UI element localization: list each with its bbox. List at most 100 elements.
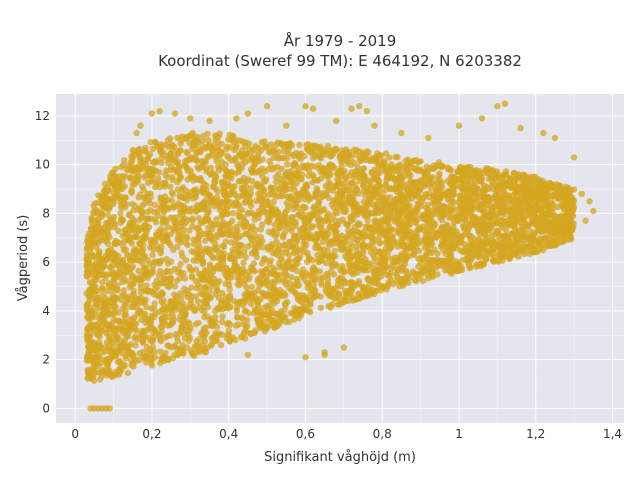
scatter-point bbox=[154, 175, 162, 182]
scatter-point bbox=[457, 195, 464, 202]
scatter-point bbox=[118, 204, 125, 212]
scatter-point bbox=[120, 243, 127, 251]
scatter-point bbox=[231, 263, 239, 270]
scatter-point bbox=[225, 136, 232, 143]
scatter-point bbox=[422, 231, 429, 238]
scatter-point bbox=[340, 269, 347, 276]
scatter-point bbox=[407, 160, 415, 167]
scatter-point bbox=[348, 212, 355, 220]
scatter-point bbox=[164, 260, 172, 267]
scatter-point bbox=[333, 262, 340, 270]
scatter-point bbox=[158, 298, 165, 305]
scatter-point bbox=[520, 216, 527, 223]
scatter-point bbox=[551, 185, 559, 192]
scatter-point bbox=[350, 206, 357, 213]
scatter-point bbox=[242, 183, 250, 190]
scatter-point bbox=[199, 259, 207, 266]
scatter-point bbox=[485, 194, 492, 201]
scatter-point bbox=[291, 281, 299, 288]
scatter-point bbox=[438, 242, 445, 249]
scatter-point bbox=[347, 268, 354, 275]
scatter-point bbox=[365, 149, 372, 156]
scatter-point bbox=[372, 219, 379, 226]
scatter-point bbox=[461, 215, 468, 222]
scatter-point bbox=[330, 211, 337, 219]
scatter-point bbox=[266, 157, 273, 165]
scatter-point bbox=[167, 166, 174, 174]
scatter-point bbox=[273, 178, 280, 186]
scatter-point bbox=[104, 287, 111, 295]
scatter-point bbox=[127, 324, 134, 331]
scatter-point bbox=[243, 284, 250, 291]
scatter-point bbox=[316, 258, 324, 265]
scatter-point bbox=[411, 276, 418, 283]
scatter-point bbox=[231, 255, 238, 262]
scatter-point bbox=[188, 274, 196, 281]
scatter-point bbox=[433, 234, 440, 241]
scatter-point bbox=[223, 146, 230, 153]
scatter-point bbox=[527, 192, 535, 199]
scatter-point bbox=[240, 222, 248, 229]
scatter-point bbox=[314, 153, 321, 160]
scatter-point bbox=[542, 201, 549, 208]
scatter-point bbox=[142, 148, 149, 155]
scatter-point bbox=[143, 343, 151, 351]
scatter-point bbox=[506, 195, 513, 202]
scatter-point bbox=[321, 169, 328, 176]
scatter-point bbox=[338, 232, 346, 239]
scatter-point bbox=[141, 266, 148, 273]
scatter-point bbox=[226, 251, 234, 259]
scatter-point bbox=[213, 278, 220, 286]
scatter-point bbox=[307, 195, 314, 202]
scatter-point bbox=[119, 330, 127, 337]
scatter-point bbox=[512, 242, 519, 250]
scatter-point bbox=[423, 209, 430, 217]
scatter-point bbox=[141, 327, 148, 334]
scatter-point bbox=[176, 274, 184, 282]
scatter-point bbox=[130, 248, 137, 255]
scatter-point bbox=[86, 296, 93, 304]
scatter-point bbox=[242, 150, 249, 158]
scatter-point bbox=[220, 255, 227, 263]
scatter-point bbox=[135, 149, 142, 157]
scatter-point bbox=[396, 174, 403, 181]
scatter-point bbox=[139, 162, 147, 170]
scatter-point bbox=[118, 216, 126, 223]
scatter-point bbox=[242, 298, 249, 306]
scatter-point bbox=[147, 319, 155, 326]
scatter-point bbox=[424, 271, 431, 278]
scatter-point bbox=[367, 260, 374, 267]
scatter-point bbox=[546, 242, 553, 249]
scatter-point bbox=[89, 338, 96, 346]
scatter-point bbox=[276, 286, 284, 294]
scatter-point bbox=[174, 158, 181, 165]
scatter-point bbox=[128, 153, 135, 160]
scatter-point bbox=[202, 237, 209, 244]
scatter-point bbox=[174, 337, 182, 345]
scatter-point bbox=[106, 264, 114, 271]
scatter-point bbox=[327, 161, 334, 168]
scatter-point bbox=[455, 210, 462, 217]
scatter-point bbox=[442, 267, 449, 274]
scatter-point bbox=[111, 257, 119, 264]
scatter-point bbox=[521, 196, 528, 203]
scatter-point bbox=[501, 218, 508, 225]
scatter-point bbox=[328, 268, 335, 275]
scatter-point bbox=[206, 143, 213, 150]
scatter-point bbox=[240, 259, 247, 266]
scatter-point bbox=[364, 217, 371, 224]
scatter-point bbox=[103, 188, 110, 195]
scatter-point bbox=[113, 335, 120, 343]
scatter-point bbox=[164, 137, 172, 144]
scatter-point bbox=[404, 188, 412, 195]
scatter-point bbox=[501, 253, 509, 260]
scatter-point bbox=[91, 275, 98, 283]
scatter-point bbox=[232, 192, 239, 199]
scatter-point bbox=[204, 154, 211, 161]
scatter-point bbox=[255, 287, 262, 294]
scatter-point bbox=[305, 307, 312, 315]
scatter-point bbox=[149, 145, 157, 152]
scatter-point bbox=[149, 324, 156, 332]
scatter-point bbox=[424, 201, 432, 209]
scatter-point bbox=[350, 261, 358, 268]
